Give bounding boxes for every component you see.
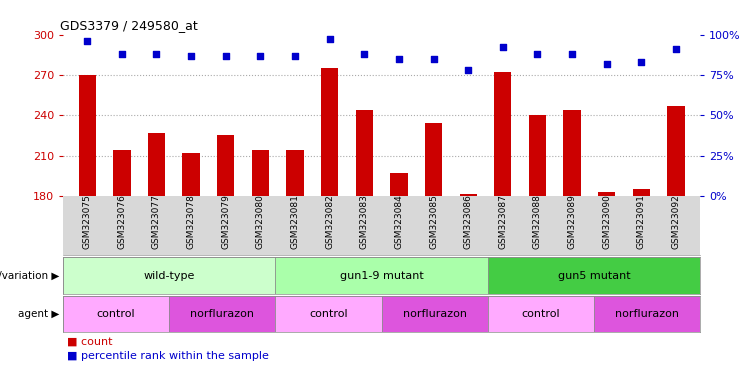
Bar [382, 296, 488, 332]
Bar [459, 195, 477, 196]
Bar [598, 192, 615, 196]
Text: agent ▶: agent ▶ [18, 309, 59, 319]
Bar [217, 136, 234, 196]
Bar [529, 115, 546, 196]
Bar [391, 173, 408, 196]
Text: genotype/variation ▶: genotype/variation ▶ [0, 270, 59, 281]
Bar [488, 296, 594, 332]
Bar [488, 257, 700, 294]
Point [497, 45, 509, 51]
Point [359, 51, 370, 57]
Point [289, 53, 301, 59]
Bar [633, 189, 650, 196]
Point [670, 46, 682, 52]
Text: ■ percentile rank within the sample: ■ percentile rank within the sample [67, 351, 268, 361]
Bar [252, 150, 269, 196]
Bar [79, 75, 96, 196]
Bar [356, 110, 373, 196]
Bar [321, 68, 339, 196]
Point [185, 53, 197, 59]
Point [82, 38, 93, 44]
Bar [148, 133, 165, 196]
Point [150, 51, 162, 57]
Text: gun5 mutant: gun5 mutant [558, 270, 631, 281]
Text: control: control [522, 309, 560, 319]
Bar [276, 296, 382, 332]
Text: norflurazon: norflurazon [402, 309, 467, 319]
Point [531, 51, 543, 57]
Bar [63, 296, 169, 332]
Point [601, 61, 613, 67]
Bar [286, 150, 304, 196]
Text: wild-type: wild-type [144, 270, 195, 281]
Bar [169, 296, 276, 332]
Point [324, 36, 336, 43]
Bar [182, 153, 200, 196]
Point [393, 56, 405, 62]
Bar [594, 296, 700, 332]
Text: gun1-9 mutant: gun1-9 mutant [339, 270, 424, 281]
Text: control: control [309, 309, 348, 319]
Point [116, 51, 127, 57]
Text: ■ count: ■ count [67, 337, 112, 347]
Bar [668, 106, 685, 196]
Point [428, 56, 439, 62]
Bar [494, 72, 511, 196]
Text: control: control [97, 309, 136, 319]
Point [254, 53, 266, 59]
Point [462, 67, 474, 73]
Bar [63, 257, 276, 294]
Text: GDS3379 / 249580_at: GDS3379 / 249580_at [60, 19, 198, 32]
Bar [276, 257, 488, 294]
Text: norflurazon: norflurazon [190, 309, 254, 319]
Point [220, 53, 232, 59]
Bar [563, 110, 581, 196]
Bar [113, 150, 130, 196]
Text: norflurazon: norflurazon [615, 309, 679, 319]
Point [636, 59, 648, 65]
Bar [425, 123, 442, 196]
Point [566, 51, 578, 57]
